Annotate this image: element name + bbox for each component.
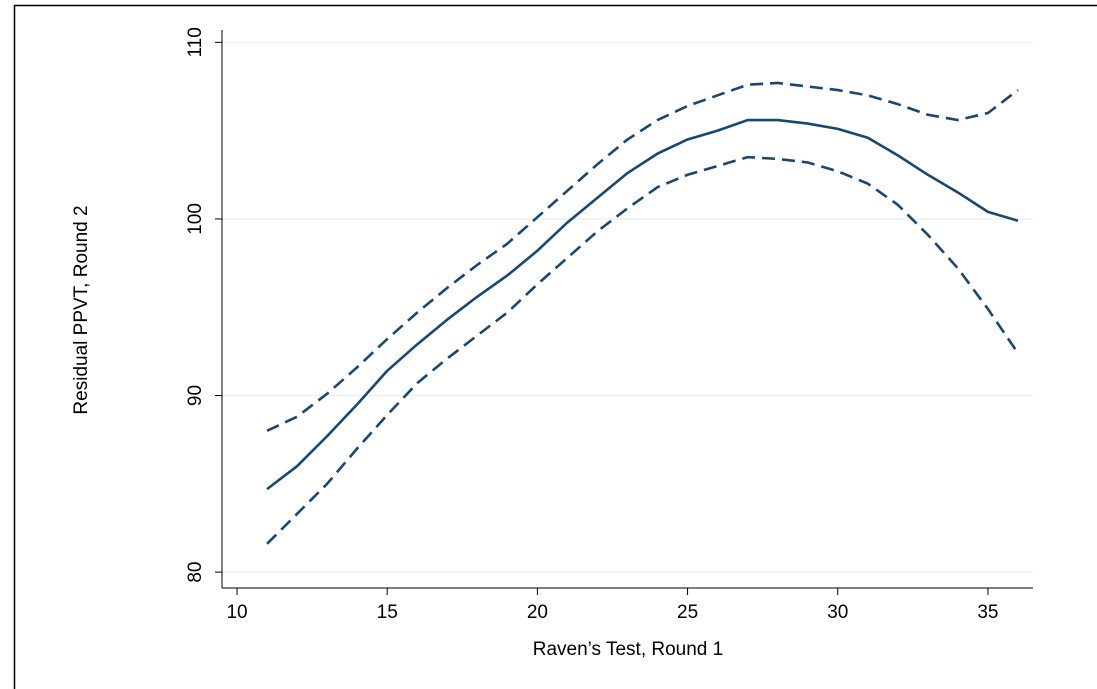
y-tick-label: 110 — [185, 27, 206, 57]
y-tick-label: 90 — [185, 385, 206, 406]
y-axis-title: Residual PPVT, Round 2 — [71, 205, 92, 414]
y-tick-label: 100 — [185, 203, 206, 235]
series-line — [266, 81, 1019, 433]
x-tick-label: 20 — [527, 602, 548, 623]
x-tick-label: 15 — [377, 602, 398, 623]
x-tick-label: 25 — [677, 602, 698, 623]
x-tick-label: 30 — [827, 602, 848, 623]
frame — [13, 4, 1097, 689]
series-line — [266, 118, 1019, 491]
x-tick-label: 35 — [977, 602, 998, 623]
x-axis-title: Raven’s Test, Round 1 — [533, 639, 723, 660]
series-line — [266, 155, 1020, 545]
y-tick-label: 80 — [185, 562, 206, 583]
x-tick-label: 10 — [226, 602, 247, 623]
